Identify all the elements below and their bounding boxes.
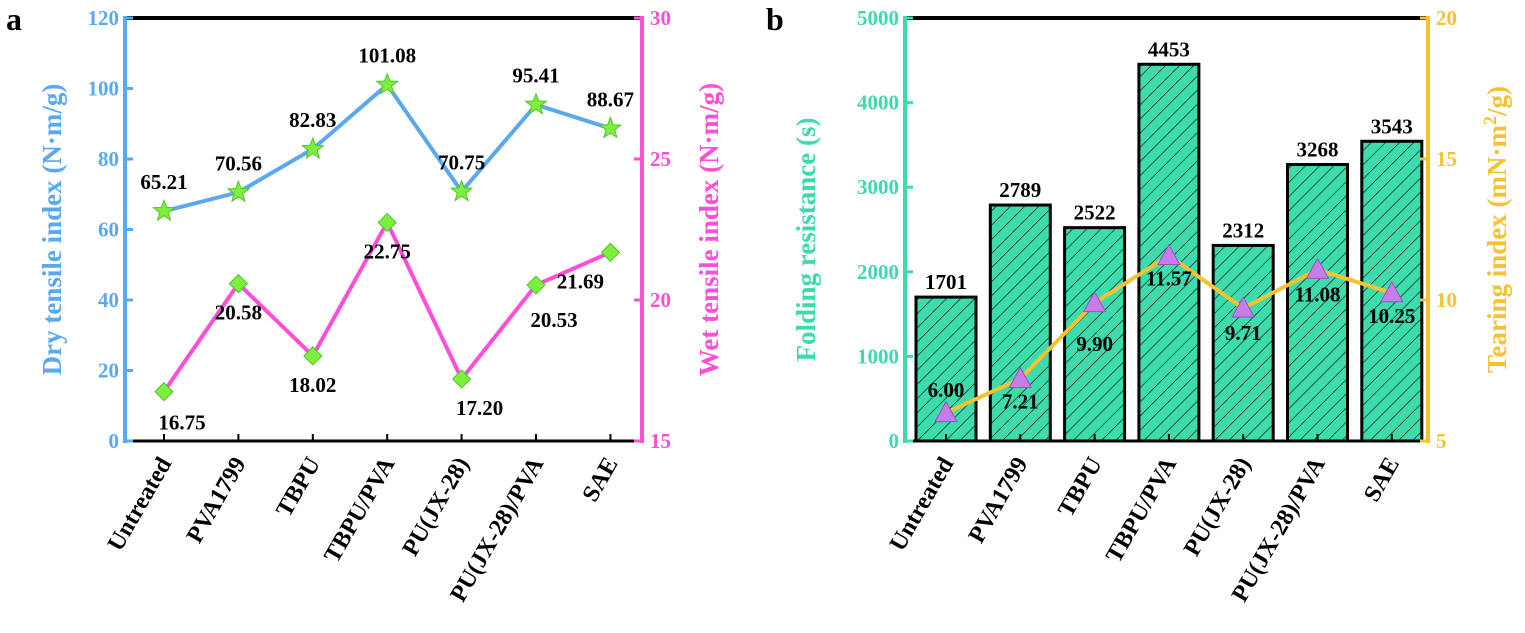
x-tick-label: PU(JX-28): [398, 453, 475, 561]
tearing-index-data-label: 11.57: [1146, 267, 1192, 291]
tearing-index-point: [1231, 296, 1256, 318]
folding-resistance-data-label: 1701: [925, 270, 967, 294]
x-tick-label: PVA1799: [182, 453, 252, 548]
right-tick-label: 25: [650, 147, 671, 171]
tearing-index-data-label: 7.21: [1002, 390, 1039, 414]
tearing-index-data-label: 11.08: [1294, 283, 1340, 307]
dry-tensile-data-label: 70.56: [215, 151, 262, 175]
right-axis-title-sup: 2: [1480, 116, 1500, 125]
x-tick-label: SAE: [1359, 453, 1405, 506]
folding-resistance-data-label: 3268: [1297, 138, 1339, 162]
tearing-index-data-label: 6.00: [928, 378, 965, 402]
folding-resistance-data-label: 2789: [999, 178, 1041, 202]
left-tick-label: 120: [88, 6, 120, 30]
right-axis-title-main: Tearing index (mN·m: [1482, 124, 1512, 373]
right-tick-label: 30: [650, 6, 671, 30]
wet-tensile-data-label: 20.58: [215, 301, 262, 325]
wet-tensile-point: [154, 381, 174, 402]
x-tick-label: PU(JX-28): [1179, 453, 1256, 561]
left-tick-label: 20: [98, 359, 119, 383]
folding-resistance-data-label: 3543: [1371, 114, 1413, 138]
wet-tensile-data-label: 20.53: [530, 308, 577, 332]
dry-tensile-point: [524, 92, 548, 115]
left-tick-label: 2000: [857, 260, 899, 284]
folding-resistance-data-label: 2522: [1074, 201, 1116, 225]
dry-tensile-point: [598, 116, 623, 139]
x-tick-label: TBPU/PVA: [1101, 452, 1182, 567]
folding-resistance-bar: [988, 203, 1052, 443]
tearing-index-point: [934, 400, 958, 423]
dry-tensile-data-label: 65.21: [140, 170, 187, 194]
tearing-index-point: [1379, 280, 1404, 303]
x-tick-label: SAE: [578, 453, 624, 506]
x-tick-label: PVA1799: [964, 453, 1034, 548]
panel-a-chart: a 0 20 40 60 80 100 120 15 20 25 30 Dry tensile ind…: [6, 1, 724, 606]
right-axis-title: Wet tensile index (N·m/g): [694, 83, 724, 376]
left-tick-label: 3000: [857, 175, 899, 199]
wet-tensile-point: [377, 212, 397, 233]
tearing-index-point: [1305, 257, 1330, 279]
wet-tensile-data-label: 16.75: [158, 411, 205, 435]
right-tick-label: 5: [1436, 429, 1447, 453]
x-tick-label: TBPU: [1053, 453, 1108, 521]
panel-a-label: a: [6, 1, 22, 37]
right-tick-label: 15: [1436, 147, 1457, 171]
dry-tensile-data-label: 70.75: [438, 151, 485, 175]
folding-resistance-bar: [1286, 163, 1349, 443]
dry-tensile-data-label: 88.67: [587, 87, 634, 111]
left-tick-label: 100: [88, 77, 120, 101]
left-tick-label: 40: [98, 288, 119, 312]
left-tick-label: 0: [889, 429, 900, 453]
dry-tensile-point: [226, 179, 251, 203]
x-tick-label: Untreated: [885, 452, 960, 555]
tearing-index-data-label: 9.71: [1225, 321, 1262, 345]
left-tick-label: 0: [109, 429, 120, 453]
tearing-index-point: [1082, 290, 1107, 313]
wet-tensile-point: [451, 369, 472, 389]
right-tick-label: 20: [1436, 6, 1457, 30]
x-tick-label: TBPU/PVA: [319, 452, 400, 567]
wet-tensile-point: [600, 242, 621, 263]
folding-resistance-data-label: 4453: [1148, 37, 1190, 61]
left-tick-label: 60: [98, 218, 119, 242]
wet-tensile-data-label: 17.20: [456, 396, 503, 420]
wet-tensile-data-label: 22.75: [364, 239, 411, 263]
dry-tensile-data-label: 95.41: [512, 64, 559, 88]
left-tick-label: 1000: [857, 344, 899, 368]
left-tick-label: 4000: [857, 91, 899, 115]
dry-tensile-point: [375, 72, 400, 95]
left-axis-title: Dry tensile index (N·m/g): [37, 84, 67, 376]
tearing-index-point: [1157, 243, 1181, 266]
panel-b-label: b: [766, 1, 784, 37]
left-axis-title: Folding resistance (s): [791, 118, 821, 362]
wet-tensile-point: [303, 346, 323, 366]
dry-tensile-data-label: 101.08: [358, 44, 416, 68]
tearing-index-data-label: 9.90: [1076, 332, 1113, 356]
dry-tensile-point: [300, 136, 325, 160]
x-tick-label: TBPU: [271, 453, 326, 521]
right-tick-label: 15: [650, 429, 671, 453]
tearing-index-data-label: 10.25: [1368, 304, 1415, 328]
folding-resistance-data-label: 2312: [1222, 218, 1264, 242]
right-axis-title: Tearing index (mN·m2/g): [1480, 86, 1512, 373]
x-tick-label: Untreated: [103, 452, 178, 555]
folding-resistance-bar: [1211, 243, 1275, 443]
right-axis-title-end: /g): [1482, 86, 1512, 117]
dry-tensile-data-label: 82.83: [289, 108, 336, 132]
panel-b-chart: b 1701 2789 2522 4453 2312 3268 3543 0 1000 2000 3…: [766, 1, 1512, 606]
wet-tensile-data-label: 21.69: [557, 269, 604, 293]
left-tick-label: 80: [98, 147, 119, 171]
wet-tensile-point: [228, 273, 249, 294]
dry-tensile-point: [152, 198, 176, 222]
wet-tensile-data-label: 18.02: [289, 373, 336, 397]
wet-tensile-point: [526, 275, 546, 295]
right-tick-label: 20: [650, 288, 671, 312]
tearing-index-point: [1008, 366, 1033, 388]
right-tick-label: 10: [1436, 288, 1457, 312]
left-tick-label: 5000: [857, 6, 899, 30]
dry-tensile-point: [449, 179, 474, 202]
